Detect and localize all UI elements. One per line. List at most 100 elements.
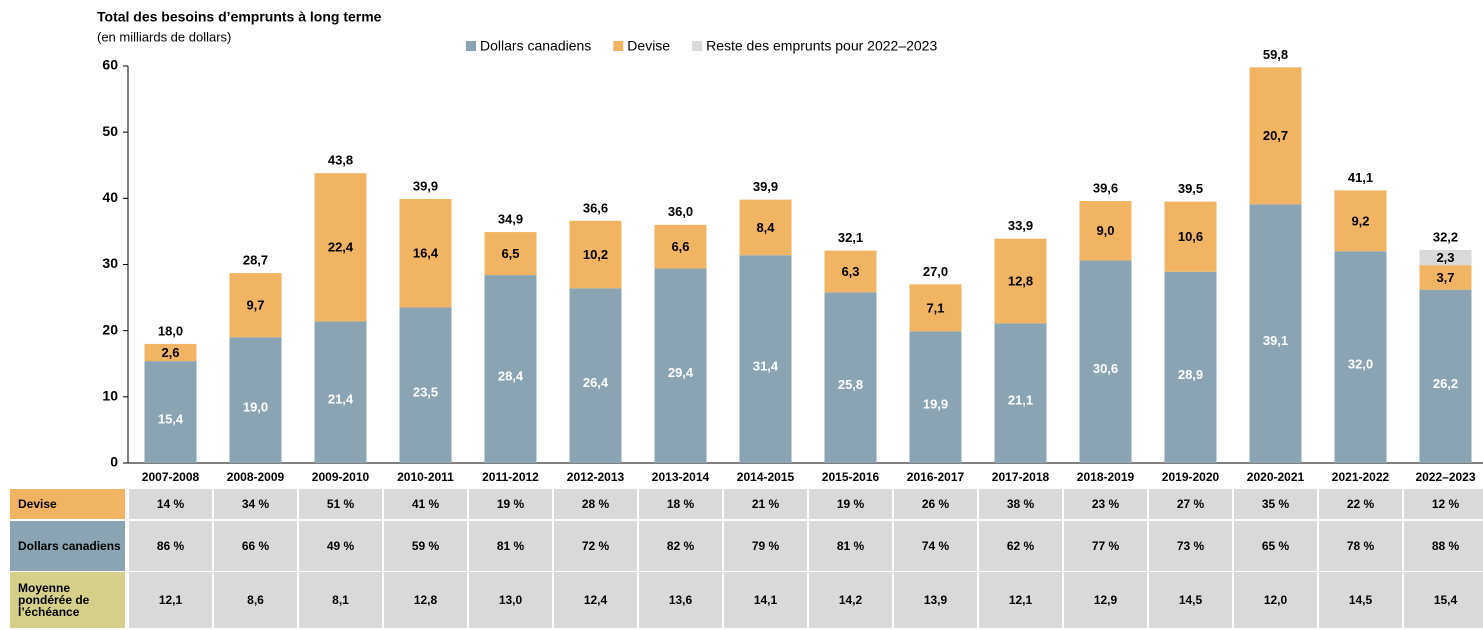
table-cell: 26 % xyxy=(894,489,977,519)
table-cell: 62 % xyxy=(979,521,1062,571)
table-cell: 12,1 xyxy=(979,572,1062,628)
bar-segment xyxy=(1079,200,1132,261)
table-cell: 72 % xyxy=(554,521,637,571)
total-label: 34,9 xyxy=(498,212,523,227)
data-label: 23,5 xyxy=(413,385,438,400)
bar-segment xyxy=(994,323,1047,463)
data-label: 2,6 xyxy=(161,345,179,360)
legend-swatch xyxy=(692,41,703,51)
data-label: 9,2 xyxy=(1351,213,1369,228)
chart: Total des besoins d’emprunts à long term… xyxy=(97,9,1483,484)
bar-segment xyxy=(399,307,452,463)
total-label: 18,0 xyxy=(158,323,183,338)
total-label: 39,6 xyxy=(1093,180,1118,195)
y-tick-label: 20 xyxy=(102,321,118,337)
y-tick-label: 50 xyxy=(102,123,118,139)
chart-title: Total des besoins d’emprunts à long term… xyxy=(97,9,382,25)
total-label: 28,7 xyxy=(243,253,268,268)
data-label: 3,7 xyxy=(1436,270,1454,285)
y-tick-label: 60 xyxy=(102,57,118,73)
data-label: 22,4 xyxy=(328,240,354,255)
x-tick-label: 2010-2011 xyxy=(397,470,454,484)
table-cell: 51 % xyxy=(299,489,382,519)
bar-segment xyxy=(314,321,367,463)
table-cell: 14,1 xyxy=(724,572,807,628)
chart-subtitle: (en milliards de dollars) xyxy=(97,29,231,44)
data-label: 39,1 xyxy=(1263,333,1288,348)
bar-segment xyxy=(1164,201,1217,272)
data-label: 10,6 xyxy=(1178,229,1203,244)
table-cell: 19 % xyxy=(809,489,892,519)
table-cell: 19 % xyxy=(469,489,552,519)
legend-swatch xyxy=(613,41,624,51)
bar-segment xyxy=(824,292,877,463)
table-cell: 14,2 xyxy=(809,572,892,628)
table-cell: 12,1 xyxy=(129,572,212,628)
table-cell: 23 % xyxy=(1064,489,1147,519)
table-cell: 82 % xyxy=(639,521,722,571)
x-tick-label: 2008-2009 xyxy=(227,470,285,484)
legend-label: Dollars canadiens xyxy=(480,38,591,54)
total-label: 27,0 xyxy=(923,264,948,279)
bar-segment xyxy=(1249,67,1302,205)
data-label: 10,2 xyxy=(583,247,608,262)
table-cell: 13,6 xyxy=(639,572,722,628)
table-cell: 49 % xyxy=(299,521,382,571)
data-label: 8,4 xyxy=(756,220,775,235)
table-cell: 8,1 xyxy=(299,572,382,628)
data-label: 28,9 xyxy=(1178,367,1203,382)
bar-segment xyxy=(654,224,707,269)
bar-segment xyxy=(909,331,962,463)
total-label: 32,2 xyxy=(1433,229,1458,244)
data-label: 15,4 xyxy=(158,411,184,426)
data-label: 32,0 xyxy=(1348,357,1373,372)
total-label: 59,8 xyxy=(1263,47,1288,62)
table-cell: 35 % xyxy=(1234,489,1317,519)
bar-segment xyxy=(229,273,282,338)
x-tick-label: 2011-2012 xyxy=(482,470,539,484)
bar-segment xyxy=(824,250,877,293)
x-tick-label: 2014-2015 xyxy=(737,470,795,484)
bar-segment xyxy=(484,275,537,463)
bar-segment xyxy=(229,337,282,463)
total-label: 33,9 xyxy=(1008,218,1033,233)
table-cell: 14,5 xyxy=(1149,572,1232,628)
data-label: 16,4 xyxy=(413,246,439,261)
table-cell: 59 % xyxy=(384,521,467,571)
data-label: 30,6 xyxy=(1093,361,1118,376)
table-cell: 22 % xyxy=(1319,489,1402,519)
x-tick-label: 2018-2019 xyxy=(1077,470,1135,484)
table-cell: 21 % xyxy=(724,489,807,519)
total-label: 43,8 xyxy=(328,153,353,168)
data-label: 21,4 xyxy=(328,392,354,407)
table-cell: 12,8 xyxy=(384,572,467,628)
row-label: Moyenne pondérée de l’échéance xyxy=(10,572,125,628)
table-cell: 27 % xyxy=(1149,489,1232,519)
table-cell: 14 % xyxy=(129,489,212,519)
row-label: Dollars canadiens xyxy=(10,521,125,571)
x-tick-label: 2019-2020 xyxy=(1162,470,1220,484)
data-label: 26,2 xyxy=(1433,376,1458,391)
bar-segment xyxy=(1419,265,1472,290)
table-cell: 12 % xyxy=(1404,489,1483,519)
bar-segment xyxy=(314,173,367,322)
x-tick-label: 2022–2023 xyxy=(1415,470,1475,484)
x-tick-label: 2013-2014 xyxy=(652,470,710,484)
y-tick-label: 10 xyxy=(102,388,118,404)
table-cell: 78 % xyxy=(1319,521,1402,571)
table-cell: 77 % xyxy=(1064,521,1147,571)
table-cell: 15,4 xyxy=(1404,572,1483,628)
table-cell: 73 % xyxy=(1149,521,1232,571)
total-label: 36,0 xyxy=(668,204,693,219)
data-label: 28,4 xyxy=(498,368,524,383)
data-label: 21,1 xyxy=(1008,393,1033,408)
bar-segment xyxy=(654,268,707,463)
y-tick-label: 30 xyxy=(102,255,118,271)
legend-swatch xyxy=(466,41,476,51)
total-label: 36,6 xyxy=(583,200,608,215)
bar-segment xyxy=(569,220,622,289)
bar-segment xyxy=(1334,190,1387,252)
table-cell: 28 % xyxy=(554,489,637,519)
bar-segment xyxy=(484,232,537,276)
table-cell: 41 % xyxy=(384,489,467,519)
